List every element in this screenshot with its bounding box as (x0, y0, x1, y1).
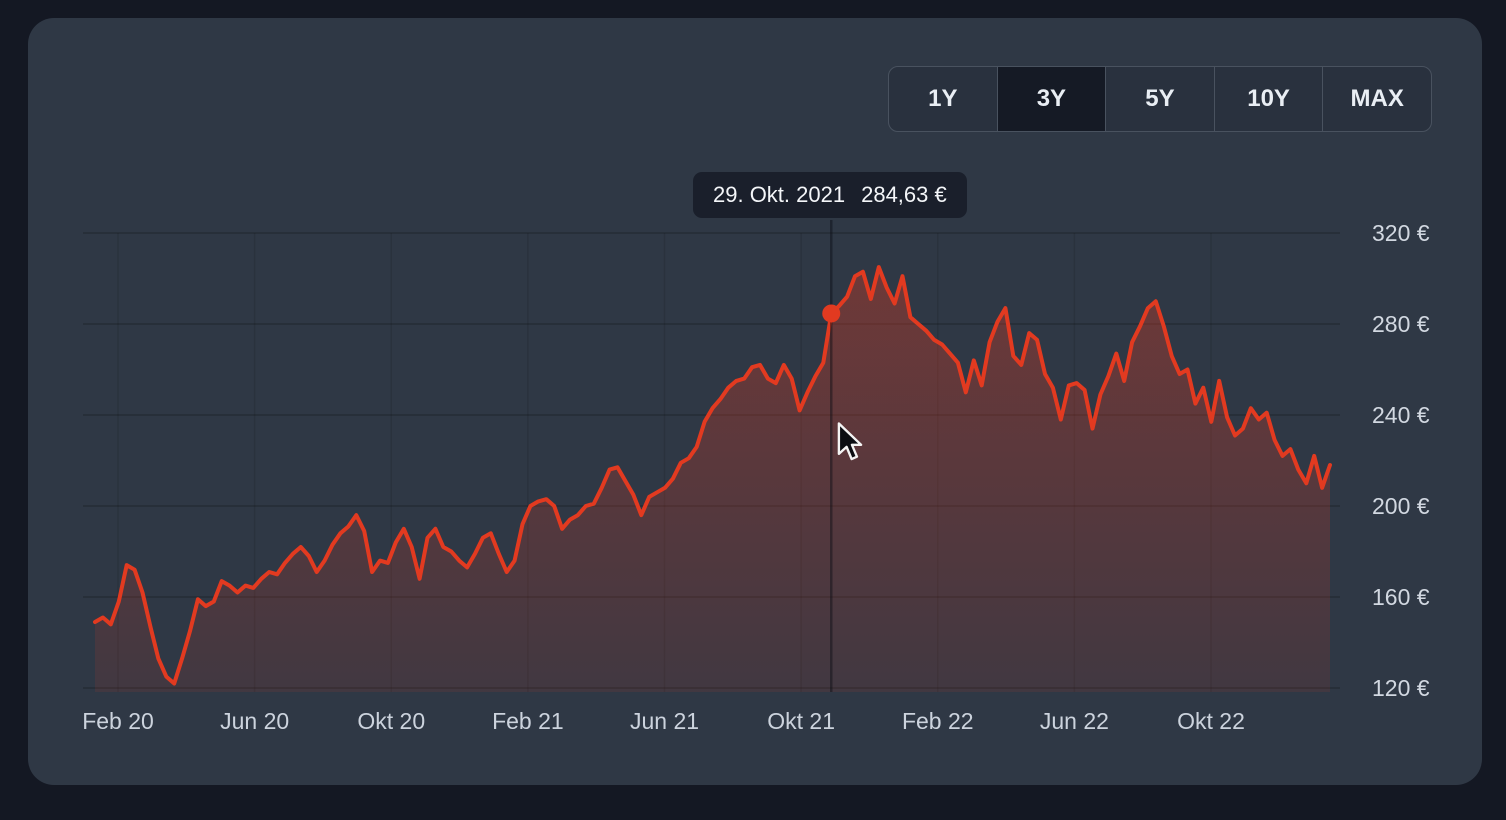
mouse-cursor-icon (833, 422, 867, 467)
x-tick-label: Jun 20 (220, 708, 290, 734)
x-tick-label: Okt 21 (767, 708, 835, 734)
range-button-3y[interactable]: 3Y (996, 67, 1106, 131)
x-tick-label: Feb 21 (492, 708, 564, 734)
x-tick-label: Feb 20 (82, 708, 154, 734)
x-tick-label: Feb 22 (901, 708, 974, 734)
y-tick-label: 320 € (1372, 220, 1430, 246)
y-tick-label: 120 € (1372, 675, 1430, 701)
y-tick-label: 160 € (1372, 584, 1430, 610)
highlight-dot (822, 304, 841, 323)
x-tick-label: Okt 22 (1177, 708, 1245, 734)
range-button-max[interactable]: MAX (1322, 67, 1431, 131)
y-tick-label: 240 € (1372, 402, 1430, 428)
y-tick-label: 280 € (1372, 311, 1430, 337)
range-button-10y[interactable]: 10Y (1213, 67, 1323, 131)
x-tick-label: Okt 20 (357, 708, 426, 734)
tooltip-date: 29. Okt. 2021 (713, 182, 846, 207)
tooltip-value: 284,63 € (861, 182, 947, 207)
range-button-1y[interactable]: 1Y (928, 85, 958, 112)
x-tick-label: Jun 22 (1039, 708, 1109, 734)
price-area (95, 267, 1330, 692)
x-tick-label: Jun 21 (629, 708, 700, 734)
price-line (93, 265, 1332, 686)
range-button-5y[interactable]: 5Y (1105, 67, 1214, 131)
range-button-group: 1Y 3Y 5Y 10Y MAX (888, 66, 1432, 132)
chart-tooltip: 29. Okt. 2021 284,63 € (693, 172, 967, 218)
y-tick-label: 200 € (1372, 493, 1430, 519)
